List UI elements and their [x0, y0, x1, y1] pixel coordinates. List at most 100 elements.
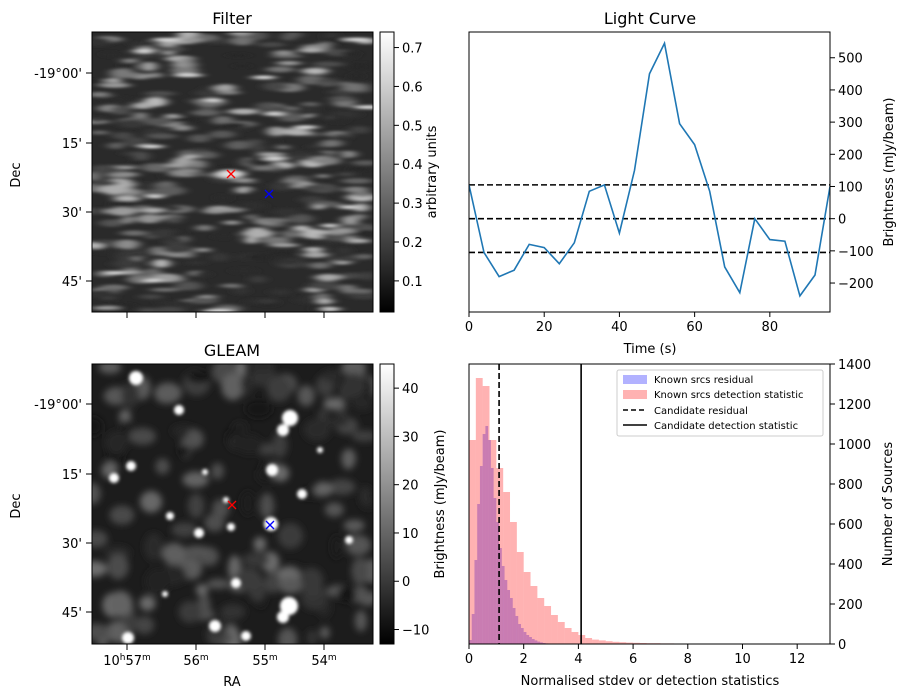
lightcurve-ytick-label: 400 [838, 84, 863, 99]
colorbar-tick-label: 10 [402, 527, 419, 542]
histogram-bar [474, 560, 478, 644]
histogram-bar [518, 624, 521, 644]
colorbar-tick-label: 0.5 [402, 119, 423, 134]
filter-y-ticks: -19°00' 15' 30' 45' [34, 67, 92, 290]
gleam-marker-red [227, 500, 237, 510]
lightcurve-line [469, 40, 830, 298]
filter-image [92, 32, 373, 312]
histogram-bar [540, 642, 543, 644]
histogram-bar [507, 590, 511, 644]
histogram-legend: Known srcs residual Known srcs detection… [616, 369, 824, 437]
histogram-bar [503, 492, 511, 644]
histogram-ylabel: Number of Sources [881, 442, 896, 567]
lightcurve-frame [468, 31, 831, 313]
lightcurve-xtick-label: 40 [611, 320, 628, 335]
histogram-bar [479, 466, 483, 644]
histogram-bar [526, 635, 530, 644]
histogram-bars [469, 378, 825, 644]
histogram-ytick-label: 1000 [838, 438, 871, 453]
histogram-bar [510, 522, 517, 644]
histogram-bar [493, 498, 497, 644]
histogram-bar [544, 606, 552, 644]
filter-marker-red [226, 169, 236, 179]
histogram-bar [520, 628, 524, 644]
gleam-source [223, 497, 229, 503]
gleam-ylabel: Dec [9, 493, 24, 518]
lightcurve-ytick-label: 200 [838, 148, 863, 163]
gleam-source [109, 473, 119, 483]
lightcurve-x-ticks: 0 20 40 60 80 [465, 312, 778, 335]
colorbar-tick-label: 0.6 [402, 80, 423, 95]
gleam-ytick-label: 45' [62, 606, 82, 621]
histogram-xtick-label: 0 [465, 652, 473, 667]
colorbar-tick-label: 20 [402, 479, 419, 494]
histogram-bar [504, 580, 508, 644]
histogram-bar [485, 426, 489, 644]
gleam-source [280, 597, 298, 615]
lightcurve-panel: Light Curve 0 20 40 60 80 −200 −100 0 100 200 300… [465, 9, 897, 357]
gleam-ytick-label: 15' [62, 468, 82, 483]
histogram-bar [571, 632, 579, 644]
gleam-source [297, 489, 307, 499]
histogram-bar [469, 640, 472, 644]
gleam-xtick-label: 55m [252, 653, 277, 669]
gleam-source [166, 512, 174, 520]
legend-box [616, 369, 824, 437]
legend-swatch-detection [623, 390, 647, 399]
gleam-x-ticks: 10h57m 56m 55m 54m [103, 644, 337, 669]
gleam-source [194, 528, 204, 538]
filter-frame [91, 31, 374, 313]
gleam-colorbar-ticks: −10 0 10 20 30 40 [394, 382, 429, 639]
histogram-bar [523, 632, 527, 644]
histogram-bar [469, 440, 476, 644]
lightcurve-ytick-label: 500 [838, 52, 863, 67]
filter-colorbar-frame [379, 31, 395, 313]
filter-ytick-label: -19°00' [34, 67, 82, 82]
gleam-title: GLEAM [204, 341, 260, 360]
legend-swatch-residual [623, 375, 647, 384]
gleam-source [277, 611, 289, 623]
filter-panel: Filter -19°00' 15' 30' 45' Dec [9, 9, 440, 318]
gleam-source [174, 405, 184, 415]
gleam-source [317, 447, 323, 453]
lightcurve-xtick-label: 0 [465, 320, 473, 335]
histogram-xtick-label: 10 [734, 652, 751, 667]
histogram-y-ticks: 0 200 400 600 800 1000 1200 1400 [830, 358, 871, 653]
histogram-bar [534, 640, 538, 644]
colorbar-tick-label: 0.1 [402, 275, 423, 290]
histogram-xtick-label: 4 [574, 652, 582, 667]
filter-x-ticks [126, 312, 325, 318]
filter-marker-blue [264, 189, 274, 199]
lightcurve-y-ticks: −200 −100 0 100 200 300 400 500 [830, 52, 874, 292]
histogram-bar [482, 386, 490, 644]
gleam-source [209, 620, 221, 632]
histogram-bar [499, 548, 502, 644]
gleam-source [227, 523, 235, 531]
colorbar-tick-label: 40 [402, 382, 419, 397]
lightcurve-ytick-label: 0 [838, 213, 846, 228]
histogram-bar [537, 641, 541, 644]
histogram-bar [598, 640, 606, 644]
legend-label: Candidate residual [654, 406, 748, 417]
gleam-xtick-label: 54m [311, 653, 336, 669]
gleam-source [266, 464, 278, 476]
histogram-xtick-label: 6 [629, 652, 637, 667]
colorbar-tick-label: 0.4 [402, 158, 423, 173]
filter-ylabel: Dec [9, 162, 24, 187]
histogram-bar [489, 440, 497, 644]
gleam-ytick-label: -19°00' [34, 398, 82, 413]
gleam-xtick-label: 10h57m [103, 653, 151, 669]
colorbar-tick-label: −10 [402, 624, 429, 639]
histogram-ytick-label: 1200 [838, 398, 871, 413]
histogram-bar [482, 434, 486, 644]
gleam-frame [91, 363, 374, 645]
histogram-bar [501, 566, 505, 644]
gleam-source [231, 578, 241, 588]
gleam-colorbar [380, 364, 394, 644]
gleam-xtick-label: 56m [183, 653, 208, 669]
gleam-source [241, 631, 251, 641]
histogram-bar [477, 504, 480, 644]
filter-ytick-label: 30' [62, 206, 82, 221]
colorbar-tick-label: 30 [402, 430, 419, 445]
lightcurve-xtick-label: 60 [686, 320, 703, 335]
